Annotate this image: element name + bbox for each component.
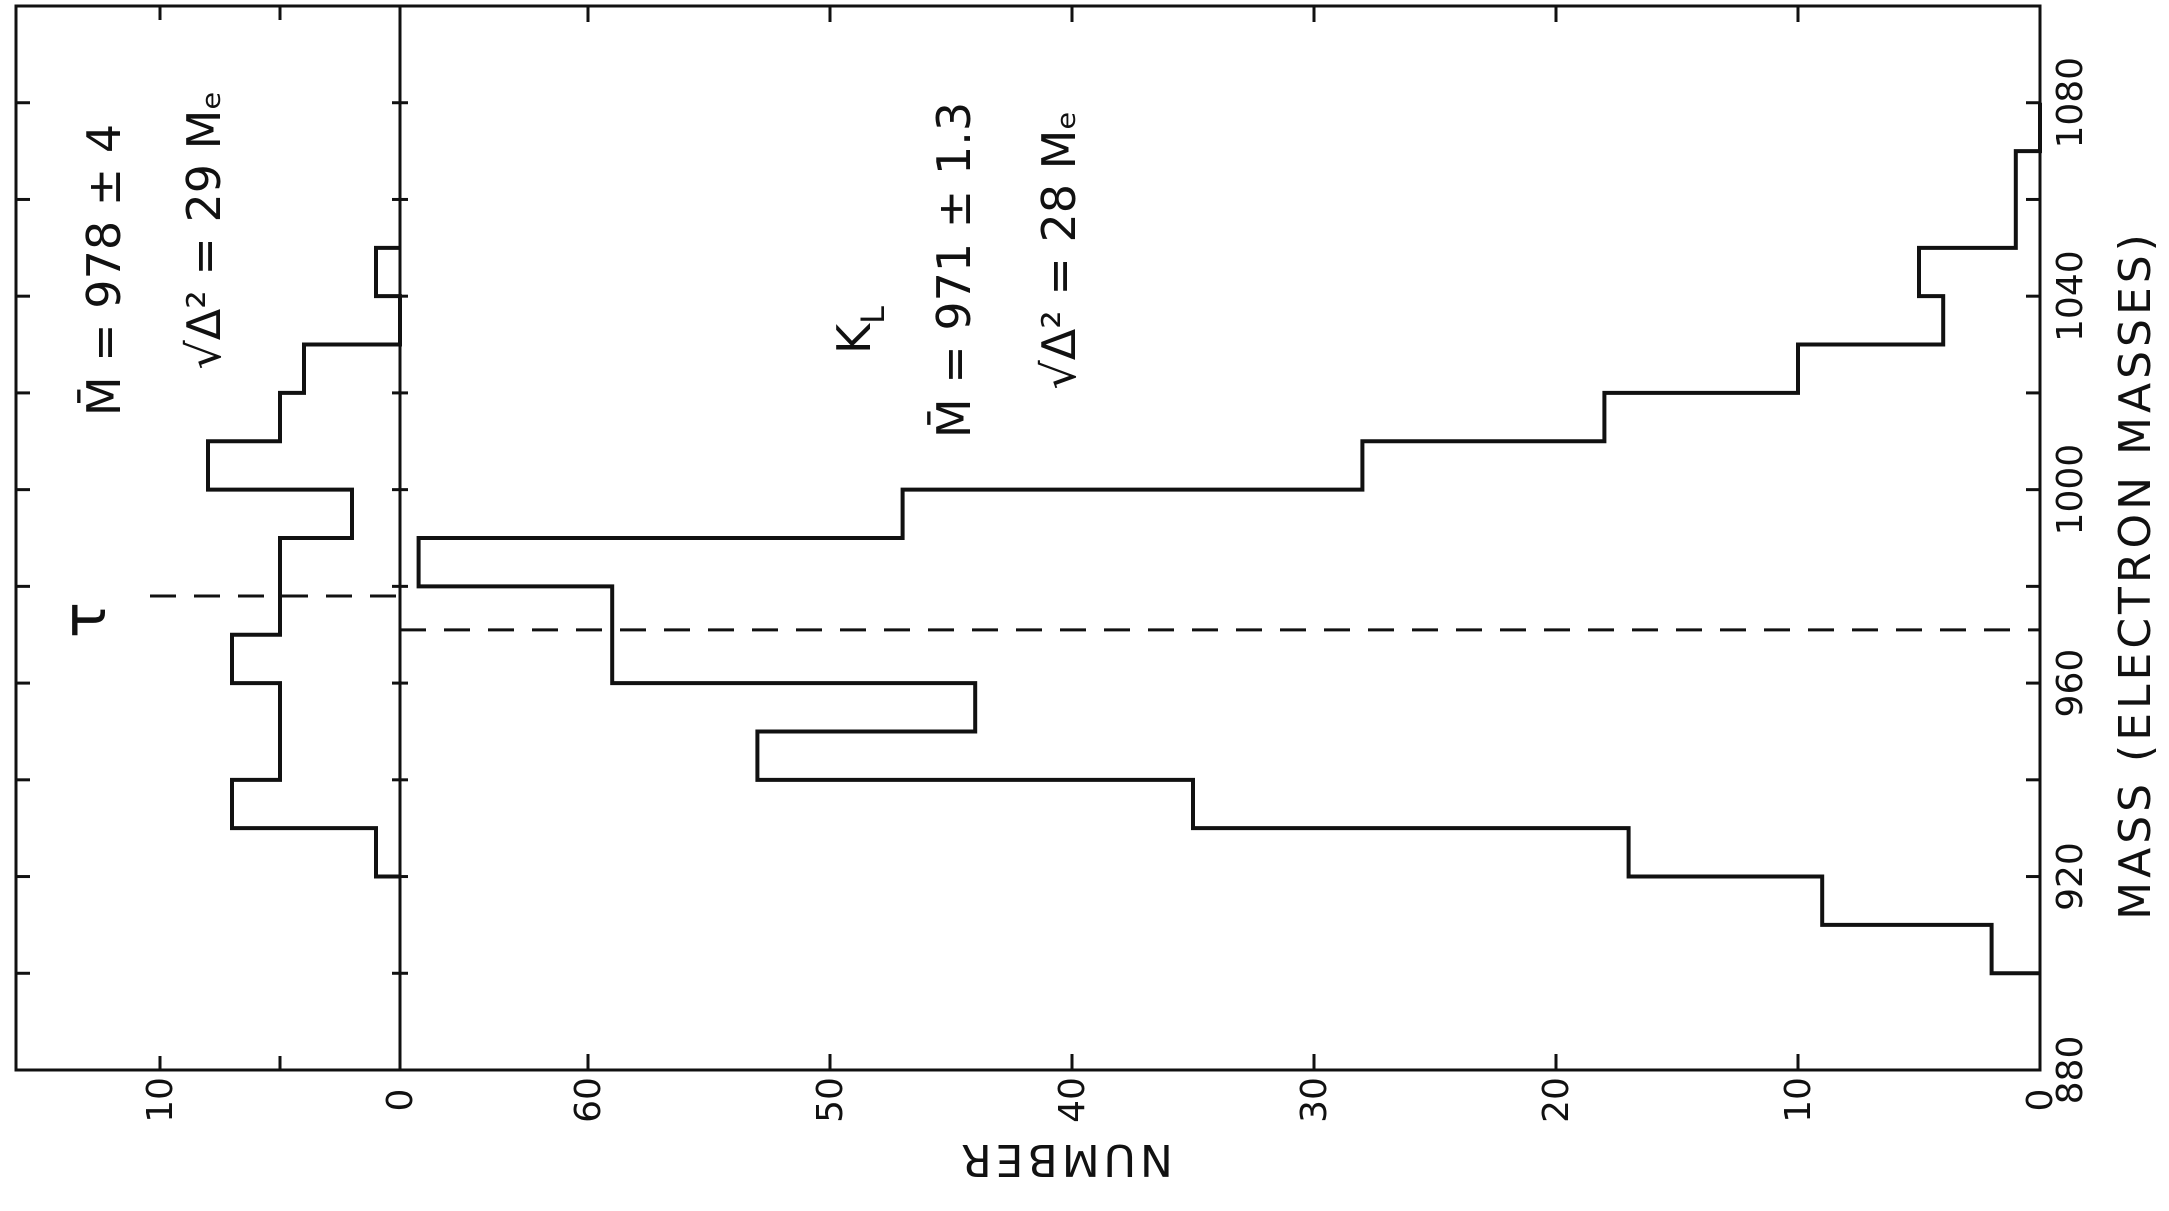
mass-tick-labels: 880 920 960 1000 1040 1080 xyxy=(2050,57,2091,1104)
x-axis-title: MASS (ELECTRON MASSES) xyxy=(2110,230,2161,920)
tau-count-tick-label-0: 0 xyxy=(380,1089,421,1112)
kl-bin-13 xyxy=(1919,248,2040,296)
tau-rms-text: √Δ² = 29 Mₑ xyxy=(177,90,231,369)
axis-ticks xyxy=(16,4,2042,1072)
tau-bin-10 xyxy=(376,248,400,296)
kl-mean-text: M̄ = 971 ± 1.3 xyxy=(927,102,981,438)
kl-bin-0 xyxy=(1992,925,2040,973)
kl-symbol: KL xyxy=(827,306,892,354)
kl-bin-4 xyxy=(757,731,2040,779)
tau-bin-6 xyxy=(208,441,400,489)
tau-bin-1 xyxy=(232,780,400,828)
kl-bin-6 xyxy=(612,586,2040,683)
kl-count-tick-label-5: 50 xyxy=(810,1077,851,1123)
kl-count-tick-label-6: 60 xyxy=(568,1077,609,1123)
tau-symbol: τ xyxy=(50,602,120,638)
mass-tick-label-4: 1040 xyxy=(2050,250,2091,342)
kl-bin-3 xyxy=(1193,780,2040,828)
tau-bin-2 xyxy=(280,683,400,780)
kl-bin-5 xyxy=(975,683,2040,731)
kl-count-tick-label-3: 30 xyxy=(1294,1077,1335,1123)
kl-count-tick-label-1: 10 xyxy=(1778,1077,1819,1123)
mass-tick-label-1: 920 xyxy=(2050,842,2091,911)
tau-histogram-outline xyxy=(206,245,402,879)
kl-bin-14 xyxy=(2016,151,2040,248)
kl-bin-11 xyxy=(1798,345,2040,393)
kl-number-tick-labels: 0 10 20 30 40 50 60 xyxy=(568,1077,2061,1123)
kl-histogram-outline xyxy=(416,102,2042,976)
mass-tick-label-2: 960 xyxy=(2050,649,2091,718)
kl-symbol-main: K xyxy=(827,322,881,354)
tau-histogram-bins xyxy=(208,248,400,877)
kl-bin-8 xyxy=(903,490,2040,538)
kl-bin-12 xyxy=(1943,296,2040,344)
kl-bin-7 xyxy=(419,538,2040,586)
kl-count-tick-label-4: 40 xyxy=(1052,1077,1093,1123)
tau-bin-7 xyxy=(280,393,400,441)
kl-count-tick-label-2: 20 xyxy=(1536,1077,1577,1123)
kl-bin-9 xyxy=(1362,441,2040,489)
tau-number-tick-labels: 0 10 xyxy=(140,1077,421,1123)
tau-count-tick-label-1: 10 xyxy=(140,1077,181,1123)
tau-bin-8 xyxy=(304,345,400,393)
tau-mean-text: M̄ = 978 ± 4 xyxy=(77,124,131,416)
tau-bin-4 xyxy=(280,538,400,635)
tau-bin-3 xyxy=(232,635,400,683)
tau-bin-5 xyxy=(352,490,400,538)
kl-count-tick-label-0: 0 xyxy=(2020,1089,2061,1112)
kl-bin-1 xyxy=(1822,877,2040,925)
tau-bin-0 xyxy=(376,828,400,876)
kl-bin-10 xyxy=(1604,393,2040,441)
kl-panel-frame xyxy=(398,4,2042,1072)
kl-rms-text: √Δ² = 28 Mₑ xyxy=(1032,110,1086,389)
kl-histogram-bins xyxy=(419,151,2040,973)
kl-symbol-subscript: L xyxy=(854,306,892,324)
kl-bin-2 xyxy=(1629,828,2040,876)
mass-tick-label-3: 1000 xyxy=(2050,444,2091,536)
mass-tick-label-0: 880 xyxy=(2050,1036,2091,1105)
y-axis-title: NUMBER xyxy=(957,1134,1173,1185)
mass-tick-label-5: 1080 xyxy=(2050,57,2091,149)
